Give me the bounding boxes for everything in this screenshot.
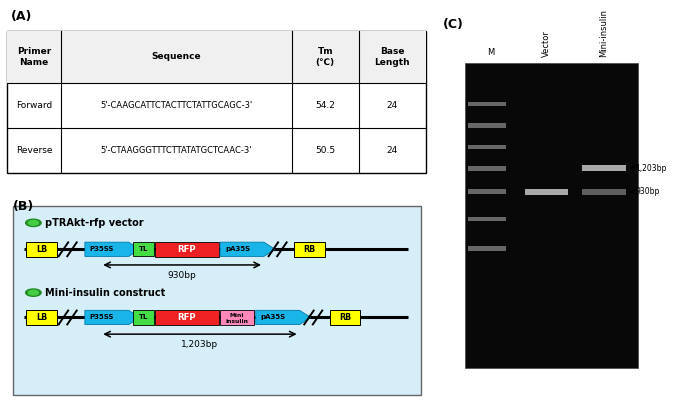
Text: LB: LB: [36, 313, 47, 322]
Text: Reverse: Reverse: [16, 146, 52, 155]
Text: pA35S: pA35S: [261, 315, 286, 320]
Text: Primer
Name: Primer Name: [17, 47, 51, 66]
Text: Mini-insulin: Mini-insulin: [600, 9, 608, 57]
Bar: [468, 246, 506, 251]
Bar: [294, 241, 325, 257]
Bar: [330, 310, 360, 325]
Bar: [7, 31, 426, 173]
Text: Mini-insulin construct: Mini-insulin construct: [45, 288, 165, 298]
FancyArrow shape: [220, 242, 275, 256]
Text: RFP: RFP: [178, 313, 196, 322]
Bar: [26, 310, 57, 325]
Text: 24: 24: [387, 146, 398, 155]
Text: Vector: Vector: [542, 30, 551, 57]
Bar: [583, 189, 625, 195]
Text: P35SS: P35SS: [89, 246, 114, 252]
Text: P35SS: P35SS: [89, 315, 114, 320]
Bar: [468, 101, 506, 106]
Text: 1,203bp: 1,203bp: [181, 340, 218, 349]
Bar: [155, 310, 219, 325]
Text: M: M: [487, 48, 495, 57]
Text: pTRAkt-rfp vector: pTRAkt-rfp vector: [45, 218, 143, 228]
Text: RB: RB: [304, 245, 316, 254]
Circle shape: [26, 289, 41, 296]
Text: 5'-CAAGCATTCTACTTCTATTGCAGC-3': 5'-CAAGCATTCTACTTCTATTGCAGC-3': [100, 101, 253, 110]
Circle shape: [28, 290, 39, 295]
Bar: [468, 166, 506, 171]
Text: TL: TL: [139, 315, 148, 320]
Text: Tm
(℃): Tm (℃): [316, 47, 335, 66]
Text: 930bp: 930bp: [635, 187, 660, 196]
Bar: [26, 241, 57, 257]
Text: 1,203bp: 1,203bp: [635, 164, 667, 173]
Bar: [468, 144, 506, 149]
Text: insulin: insulin: [225, 319, 248, 324]
Text: Sequence: Sequence: [151, 53, 201, 61]
Bar: [468, 217, 506, 221]
Text: 50.5: 50.5: [315, 146, 335, 155]
Bar: [583, 165, 625, 171]
Text: 930bp: 930bp: [168, 271, 197, 280]
Text: LB: LB: [36, 245, 47, 254]
Text: Forward: Forward: [16, 101, 52, 110]
Bar: [465, 63, 637, 368]
Text: (B): (B): [14, 200, 34, 213]
Bar: [468, 123, 506, 128]
Bar: [220, 310, 254, 325]
Bar: [468, 189, 506, 194]
Text: RB: RB: [339, 313, 351, 322]
Text: TL: TL: [139, 246, 148, 252]
Bar: [7, 31, 426, 83]
Text: 5'-CTAAGGGTTTCTTATATGCTCAAC-3': 5'-CTAAGGGTTTCTTATATGCTCAAC-3': [101, 146, 252, 155]
FancyArrow shape: [85, 310, 140, 325]
Bar: [525, 189, 568, 195]
Circle shape: [26, 219, 41, 226]
Circle shape: [28, 221, 39, 225]
FancyArrow shape: [256, 310, 311, 325]
Bar: [155, 241, 219, 257]
Bar: [133, 310, 154, 325]
Text: Mini: Mini: [230, 313, 244, 318]
Text: pA35S: pA35S: [225, 246, 250, 252]
Text: (C): (C): [443, 18, 464, 31]
FancyArrow shape: [85, 242, 140, 256]
Text: 24: 24: [387, 101, 398, 110]
Text: (A): (A): [11, 10, 32, 23]
Bar: [133, 242, 154, 256]
Text: 54.2: 54.2: [315, 101, 335, 110]
Text: Base
Length: Base Length: [375, 47, 410, 66]
Text: RFP: RFP: [178, 245, 196, 254]
